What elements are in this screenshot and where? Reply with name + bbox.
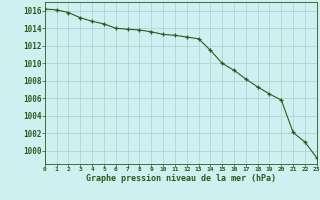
X-axis label: Graphe pression niveau de la mer (hPa): Graphe pression niveau de la mer (hPa) xyxy=(86,174,276,183)
